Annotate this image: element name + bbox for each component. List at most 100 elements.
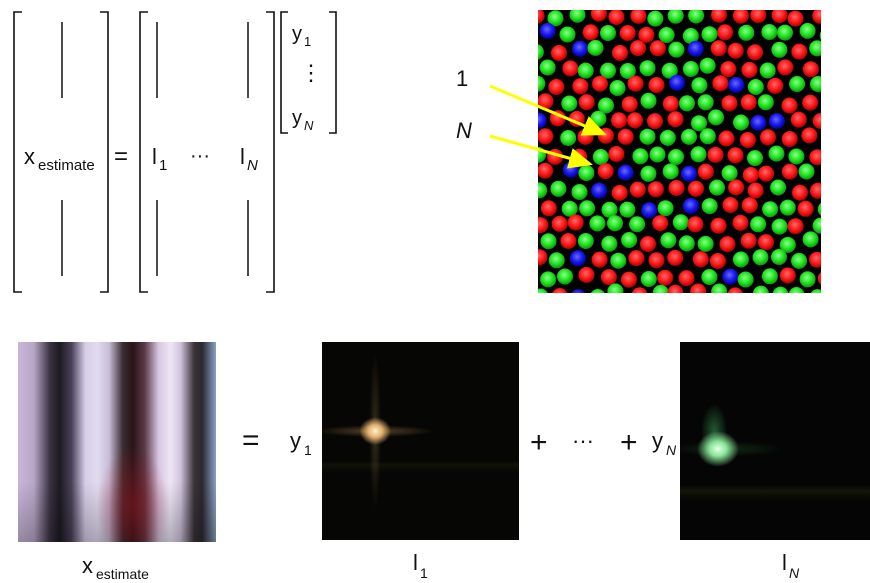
mosaic-dot [733, 114, 749, 131]
mosaic-dot [772, 286, 789, 293]
mosaic-dot [627, 75, 644, 92]
mosaic-dot [732, 251, 749, 268]
mosaic-dot [781, 131, 798, 147]
mosaic-dot [777, 24, 793, 41]
mosaic-dot [771, 249, 787, 265]
mosaic-dot [571, 184, 588, 200]
mosaic-dot [619, 63, 636, 79]
mosaic-dot [657, 200, 674, 217]
mosaic-dot [550, 180, 567, 197]
mosaic-dot [640, 236, 656, 252]
mosaic-dot [750, 114, 767, 131]
mosaic-dot [538, 162, 554, 179]
mosaic-dot [538, 44, 544, 60]
mosaic-dot [708, 109, 724, 126]
mosaic-dot [802, 94, 819, 111]
mosaic-dot [607, 283, 624, 293]
mosaic-dot [600, 25, 616, 41]
mosaic-dot [592, 149, 609, 165]
x-estimate-red-tint [18, 342, 216, 542]
mosaic-dot [617, 128, 634, 145]
mosaic-dot [658, 27, 675, 43]
mosaic-dot [739, 132, 756, 148]
mosaic-dot [538, 288, 548, 293]
mosaic-dot [601, 235, 618, 252]
bottom-yN-symbol: y [652, 428, 663, 453]
mosaic-dot [668, 41, 685, 58]
mosaic-dot [649, 146, 666, 163]
l1-symbol: l [152, 144, 157, 169]
mosaic-dot [747, 79, 764, 95]
bracket-y-right [329, 11, 337, 134]
mosaic-dots [538, 10, 821, 293]
mosaic-dot [727, 42, 744, 59]
mosaic-dot [701, 269, 718, 285]
mosaic-dot [787, 10, 804, 27]
mosaic-dot [619, 25, 636, 41]
mosaic-dot [600, 269, 617, 286]
arrow-label-N: N [456, 118, 472, 143]
mosaic-dot [640, 165, 657, 182]
mosaic-dot [697, 163, 714, 180]
mosaic-dot [540, 271, 557, 288]
mosaic-dot [722, 197, 739, 213]
y1-symbol: y [292, 23, 302, 45]
mosaic-dot [578, 266, 595, 283]
mosaic-dot [538, 75, 546, 92]
mosaic-dot [688, 10, 705, 24]
mosaic-dot [721, 165, 738, 182]
arrow-1 [489, 84, 607, 136]
mosaic-dot [569, 250, 586, 267]
mosaic-dot [538, 93, 554, 110]
mosaic-dot [747, 150, 763, 167]
mosaic-dot [657, 269, 674, 286]
bracket-x-right [100, 11, 109, 293]
mosaic-dot [681, 165, 697, 182]
mosaic-dot [640, 92, 657, 109]
mosaic-dot [652, 215, 669, 232]
mosaic-dot [667, 10, 684, 24]
mosaic-dot [802, 61, 819, 78]
mosaic-dot [709, 253, 726, 269]
mosaic-dot [737, 271, 754, 288]
mosaic-dot [697, 94, 714, 111]
mosaic-dot [669, 74, 685, 91]
mosaic-dot [740, 94, 757, 111]
caption-x-subscript: estimate [96, 566, 149, 582]
bottom-plus-1: + [530, 426, 548, 459]
mosaic-dot [590, 10, 607, 22]
caption-l1-index: 1 [420, 565, 428, 581]
l1-index: 1 [159, 157, 167, 174]
mosaic-dot [768, 145, 785, 162]
mosaic-dot [741, 197, 758, 214]
mosaic-dot [610, 252, 627, 269]
mosaic-dot [781, 163, 798, 180]
mosaic-dot [571, 289, 585, 293]
mosaic-dot [711, 283, 728, 293]
mosaic-dot [712, 75, 729, 92]
mosaic-dot [801, 127, 818, 144]
bracket-x-left [13, 11, 22, 293]
mosaic-dot [619, 201, 636, 218]
mosaic-dot [561, 95, 578, 112]
yN-index: N [304, 118, 314, 133]
mosaic-dot [809, 251, 821, 268]
mosaic-dot [597, 163, 614, 180]
mosaic-dot [567, 214, 584, 231]
mosaic-dot [687, 40, 704, 57]
mosaic-dot [578, 165, 595, 181]
mosaic-dot [661, 62, 678, 79]
mosaic-dot [719, 236, 736, 253]
mosaic-dot [752, 285, 769, 293]
mosaic-dot [668, 180, 685, 196]
mosaic-dot [592, 75, 608, 92]
mosaic-dot [538, 182, 548, 199]
mosaic-dot [572, 40, 588, 57]
mosaic-dot [631, 287, 648, 293]
mosaic-dot [679, 95, 695, 112]
mosaic-dot [538, 112, 547, 129]
mosaic-dot [628, 250, 645, 267]
mosaic-dot [697, 235, 714, 252]
mosaic-dot [548, 252, 565, 269]
